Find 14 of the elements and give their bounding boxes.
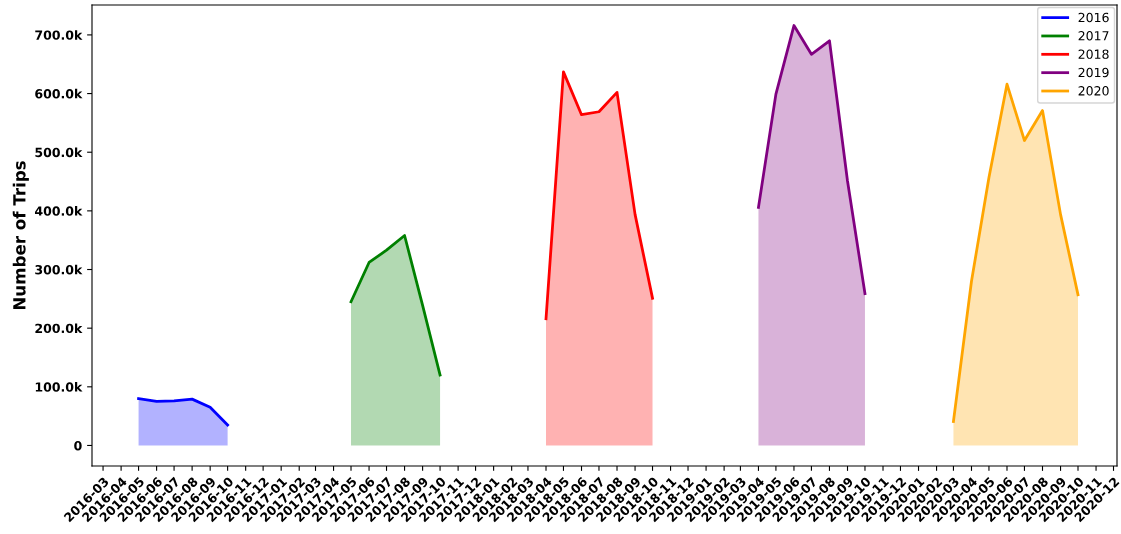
y-tick-label: 500.0k: [35, 147, 83, 158]
legend-label: 2016: [1078, 12, 1109, 23]
y-tick-label: 0: [74, 440, 82, 451]
y-tick-label: 600.0k: [35, 88, 83, 99]
y-axis-title: Number of Trips: [12, 161, 29, 310]
legend-label: 2019: [1078, 67, 1109, 78]
y-tick-label: 700.0k: [35, 30, 83, 40]
legend-label: 2017: [1078, 31, 1109, 41]
y-tick-label: 400.0k: [34, 206, 83, 216]
y-tick-label: 200.0k: [35, 323, 83, 334]
y-tick-label: 100.0k: [35, 382, 83, 392]
y-tick-label: 300.0k: [35, 264, 83, 275]
legend-label: 2020: [1078, 86, 1109, 96]
legend-label: 2018: [1078, 49, 1109, 59]
